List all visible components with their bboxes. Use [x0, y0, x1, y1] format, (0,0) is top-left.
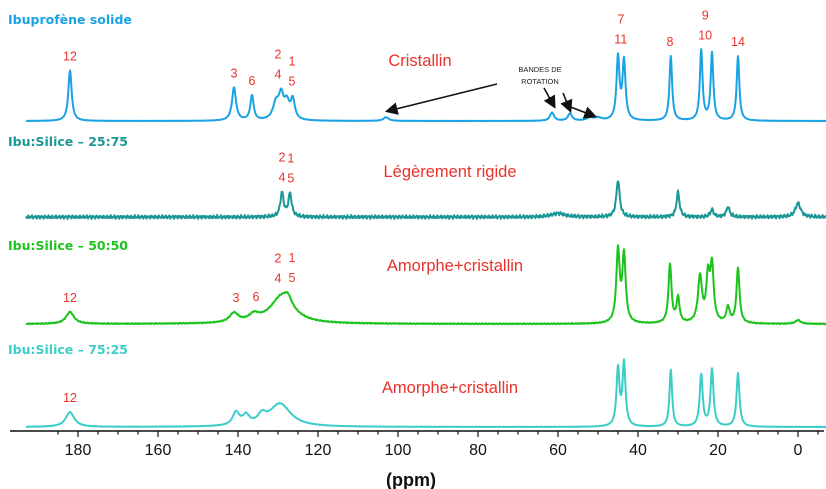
- series-line-4: [25, 358, 826, 429]
- series-title-2: Ibu:Silice – 25:75: [8, 134, 128, 149]
- peak-label-1-5-b: 5: [289, 74, 296, 88]
- peak-label-3-3: 6: [253, 290, 260, 304]
- x-axis-title: (ppm): [386, 470, 436, 489]
- peak-label-3-4-b: 4: [275, 271, 282, 285]
- x-axis: 180 160 140 120 100 80 60 40 20 0 (ppm): [10, 430, 824, 489]
- peak-label-3-5-b: 5: [289, 271, 296, 285]
- peak-label-1-7: 8: [667, 35, 674, 49]
- series-line-1: [25, 48, 826, 123]
- peak-label-3-1: 12: [63, 291, 77, 305]
- peak-label-1-2: 3: [231, 66, 238, 80]
- peak-label-2-1-b: 4: [279, 171, 286, 185]
- x-tick-label-80: 80: [469, 442, 487, 459]
- x-tick-label-60: 60: [549, 442, 567, 459]
- x-tick-label-0: 0: [794, 442, 803, 459]
- x-tick-label-20: 20: [709, 442, 727, 459]
- sideband-arrow-2: [543, 87, 556, 109]
- state-label-4: Amorphe+cristallin: [382, 379, 518, 397]
- peak-label-1-6-b: 11: [614, 32, 627, 46]
- series-title-1: Ibuprofène solide: [8, 12, 132, 27]
- x-tick-label-140: 140: [225, 442, 252, 459]
- peak-label-1-1: 12: [63, 49, 77, 63]
- x-tick-label-180: 180: [65, 442, 92, 459]
- series-title-4: Ibu:Silice – 75:25: [8, 342, 128, 357]
- peak-label-3-4: 2: [275, 251, 282, 265]
- series-title-3: Ibu:Silice – 50:50: [8, 238, 128, 253]
- peak-label-2-2: 1: [287, 152, 294, 166]
- state-label-2: Légèrement rigide: [384, 163, 517, 181]
- peak-label-1-4: 2: [275, 47, 282, 61]
- x-tick-label-160: 160: [145, 442, 172, 459]
- series-line-2: [25, 180, 826, 220]
- x-tick-label-100: 100: [385, 442, 412, 459]
- peak-label-4-1: 12: [63, 391, 77, 405]
- sideband-arrow-4: [567, 105, 597, 119]
- state-label-1: Cristallin: [388, 52, 451, 70]
- x-tick-label-120: 120: [305, 442, 332, 459]
- spectra-traces: [25, 48, 826, 429]
- series-line-3: [25, 244, 826, 326]
- peak-label-3-5: 1: [289, 251, 296, 265]
- peak-label-1-3: 6: [249, 74, 256, 88]
- sideband-arrow-1: [384, 83, 498, 115]
- state-label-3: Amorphe+cristallin: [387, 257, 523, 275]
- peak-label-1-9: 14: [731, 35, 745, 49]
- peak-label-2-2-b: 5: [287, 172, 294, 186]
- peak-label-1-6: 7: [617, 12, 624, 26]
- sideband-arrow-3: [560, 92, 573, 113]
- sideband-note-line2: ROTATION: [521, 77, 559, 86]
- peak-label-1-8: 9: [702, 8, 709, 22]
- peak-label-2-1: 2: [279, 151, 286, 165]
- x-tick-label-40: 40: [629, 442, 647, 459]
- peak-label-1-8-b: 10: [698, 28, 712, 42]
- peak-label-1-4-b: 4: [275, 67, 282, 81]
- sideband-note-line1: BANDES DE: [518, 65, 561, 74]
- peak-label-1-5: 1: [289, 54, 296, 68]
- peak-label-3-2: 3: [233, 291, 240, 305]
